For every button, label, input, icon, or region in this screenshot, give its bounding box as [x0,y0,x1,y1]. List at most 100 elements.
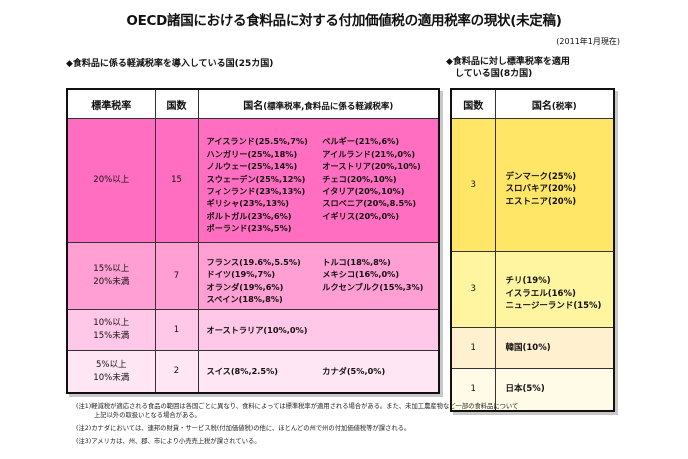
footnote-continuation: 上記以外の取扱いとなる場合がある。 [94,412,201,419]
count-cell: 3 [450,251,496,328]
header-names-label: 国名 [531,100,552,112]
names-cell: デンマーク(25%) スロバキア(20%) エストニア(20%) [494,118,615,252]
list-item: イスラエル(16%) [505,288,576,299]
list-item: オランダ(19%,6%) [206,281,284,292]
names-cell: アイスランド(25.5%,7%) ハンガリー(25%,18%) ノルウェー(25… [197,118,440,243]
table-row: 3 デンマーク(25%) スロバキア(20%) エストニア(20%) [450,118,615,252]
table-row: 5%以上 10%未満 2 スイス(8%,2.5%) カナダ(5%,0%) [66,350,440,394]
list-item: エストニア(20%) [505,196,577,207]
list-item: ポーランド(23%,5%) [206,223,292,234]
header-standard-rate: 標準税率 [66,88,156,119]
names-column-2: ベルギー(21%,6%) アイルランド(21%,0%) オーストリア(20%,1… [322,135,438,234]
count-cell: 7 [154,242,199,310]
list-item: アイルランド(21%,0%) [322,148,416,159]
list-item: トルコ(18%,8%) [322,256,391,267]
header-country-names: 国名(標準税率,食料品に係る軽減税率) [197,88,440,119]
table-row: 20%以上 15 アイスランド(25.5%,7%) ハンガリー(25%,18%)… [66,118,440,243]
names-cell: チリ(19%) イスラエル(16%) ニュージーランド(15%) [494,251,615,328]
list-item: チェコ(20%,10%) [322,173,397,184]
list-item: オーストリア(20%,10%) [322,161,421,172]
list-item: ドイツ(19%,7%) [206,269,276,280]
table-row: 1 韓国(10%) [450,327,615,369]
reduced-rate-table: 標準税率 国数 国名(標準税率,食料品に係る軽減税率) 20%以上 15 アイス… [66,88,440,394]
count-cell: 2 [154,350,199,394]
standard-rate-table: 国数 国名(税率) 3 デンマーク(25%) スロバキア(20%) エストニア(… [450,88,615,412]
rate-cell: 5%以上 10%未満 [66,350,156,394]
count-cell: 1 [450,368,496,412]
header-country-names: 国名(税率) [494,88,615,119]
names-cell: スイス(8%,2.5%) カナダ(5%,0%) [197,350,440,394]
list-item: ニュージーランド(15%) [505,301,602,312]
list-item: イギリス(20%,0%) [322,210,400,221]
list-item: ポルトガル(23%,6%) [206,210,292,221]
header-names-sub: (標準税率,食料品に係る軽減税率) [263,101,394,112]
right-heading-line1: ◆食料品に対し標準税率を適用 [446,57,570,67]
rate-line1: 10%以上 [93,318,130,328]
names-column-1: フランス(19.6%,5.5%) ドイツ(19%,7%) オランダ(19%,6%… [207,256,323,306]
page-title: OECD諸国における食料品に対する付加価値税の適用税率の現状(未定稿) [126,13,562,29]
count-cell: 1 [154,309,199,351]
table-row: 1 日本(5%) [450,368,615,412]
list-item: 日本(5%) [505,384,545,395]
header-count: 国数 [154,88,199,119]
count-cell: 15 [154,118,199,243]
header-names-sub: (税率) [551,101,577,112]
rate-cell: 10%以上 15%未満 [66,309,156,351]
footnote-text: アメリカは、州、郡、市により小売売上税が課されている。 [91,438,261,445]
rate-line2: 20%未満 [93,277,130,287]
list-item: フランス(19.6%,5.5%) [206,256,301,267]
names-column-2: トルコ(18%,8%) メキシコ(16%,0%) ルクセンブルク(15%,3%) [322,256,438,306]
footnote-text: 軽減税が適応される食品の範囲は各国ごとに異なり、食料によっては標準税率が適用され… [91,403,519,410]
footnote-label: (注3) [76,438,92,445]
list-item: メキシコ(16%,0%) [322,269,400,280]
list-item: イタリア(20%,10%) [322,186,405,196]
list-item: スウェーデン(25%,12%) [206,173,306,184]
names-cell: 韓国(10%) [494,327,615,369]
table-header-row: 標準税率 国数 国名(標準税率,食料品に係る軽減税率) [66,88,440,119]
count-cell: 1 [450,327,496,369]
list-item: ノルウェー(25%,14%) [206,161,298,172]
right-heading-line2: している国(8カ国) [455,69,533,79]
list-item: スイス(8%,2.5%) [206,366,279,377]
list-item: チリ(19%) [505,276,551,287]
right-section-heading: ◆食料品に対し標準税率を適用 している国(8カ国) [446,56,570,80]
footnote-3: (注3)アメリカは、州、郡、市により小売売上税が課されている。 [76,437,518,446]
rate-line1: 15%以上 [93,264,130,274]
list-item: 韓国(10%) [505,342,551,353]
list-item: アイスランド(25.5%,7%) [206,136,308,147]
list-item: オーストラリア(10%,0%) [206,324,308,335]
as-of-date: (2011年1月現在) [556,37,620,46]
list-item: ギリシャ(23%,13%) [206,198,290,209]
header-count: 国数 [450,88,496,119]
list-item: ベルギー(21%,6%) [322,136,400,147]
list-item: スペイン(18%,8%) [206,293,283,304]
rate-cell: 15%以上 20%未満 [66,242,156,310]
names-column-1: スイス(8%,2.5%) [207,365,323,377]
rate-line2: 15%未満 [93,331,130,341]
names-cell: フランス(19.6%,5.5%) ドイツ(19%,7%) オランダ(19%,6%… [197,242,440,310]
footnotes: (注1)軽減税が適応される食品の範囲は各国ごとに異なり、食料によっては標準税率が… [76,402,518,450]
list-item: ハンガリー(25%,18%) [206,148,298,159]
rate-cell: 20%以上 [66,118,156,243]
names-column-1: オーストラリア(10%,0%) [207,324,325,336]
table-row: 15%以上 20%未満 7 フランス(19.6%,5.5%) ドイツ(19%,7… [66,242,440,310]
list-item: フィンランド(23%,13%) [206,186,306,196]
table-header-row: 国数 国名(税率) [450,88,615,119]
list-item: デンマーク(25%) [505,171,577,182]
rate-line1: 5%以上 [96,359,127,370]
list-item: カナダ(5%,0%) [322,366,386,377]
header-names-label: 国名 [243,100,264,112]
list-item: スロバキア(20%) [505,184,577,195]
list-item: ルクセンブルク(15%,3%) [322,281,424,292]
list-item: スロベニア(20%,8.5%) [322,198,417,209]
footnote-label: (注2) [76,425,92,432]
footnote-1: (注1)軽減税が適応される食品の範囲は各国ごとに異なり、食料によっては標準税率が… [76,402,518,420]
table-row: 3 チリ(19%) イスラエル(16%) ニュージーランド(15%) [450,251,615,328]
names-cell: 日本(5%) [494,368,615,412]
footnote-2: (注2)カナダにおいては、連邦の財貨・サービス税(付加価値税)の他に、ほとんどの… [76,424,518,433]
names-column-1: アイスランド(25.5%,7%) ハンガリー(25%,18%) ノルウェー(25… [207,135,323,234]
names-cell: オーストラリア(10%,0%) [197,309,440,351]
table-row: 10%以上 15%未満 1 オーストラリア(10%,0%) [66,309,440,351]
names-column-2: カナダ(5%,0%) [322,365,438,377]
count-cell: 3 [450,118,496,252]
